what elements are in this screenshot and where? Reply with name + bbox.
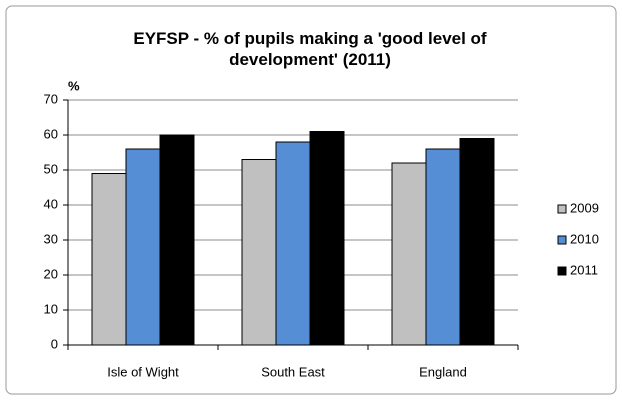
legend-label: 2010 — [570, 231, 599, 246]
y-tick-label: 10 — [44, 301, 58, 316]
bar — [275, 141, 311, 346]
bar — [391, 162, 427, 346]
bar — [459, 138, 495, 346]
y-tick-label: 50 — [44, 161, 58, 176]
x-tick-label: South East — [261, 364, 325, 379]
chart-title: EYFSP - % of pupils making a 'good level… — [133, 29, 487, 69]
legend-swatch — [557, 204, 567, 214]
y-tick-label: 30 — [44, 231, 58, 246]
legend-label: 2011 — [570, 262, 598, 277]
bar — [125, 148, 161, 346]
legend-label: 2009 — [570, 200, 599, 215]
y-tick-label: 70 — [44, 91, 58, 106]
legend-swatch — [557, 266, 567, 276]
bar — [91, 173, 127, 346]
bar — [309, 131, 345, 346]
bar — [425, 148, 461, 346]
y-tick-label: 60 — [44, 126, 58, 141]
y-tick-label: 20 — [44, 266, 58, 281]
bar — [241, 159, 277, 346]
y-tick-label: 40 — [44, 196, 58, 211]
x-tick-label: England — [419, 364, 467, 379]
y-axis-label: % — [68, 78, 80, 93]
bar — [159, 134, 195, 346]
y-tick-label: 0 — [51, 336, 58, 351]
legend-swatch — [557, 235, 567, 245]
x-tick-label: Isle of Wight — [107, 364, 179, 379]
